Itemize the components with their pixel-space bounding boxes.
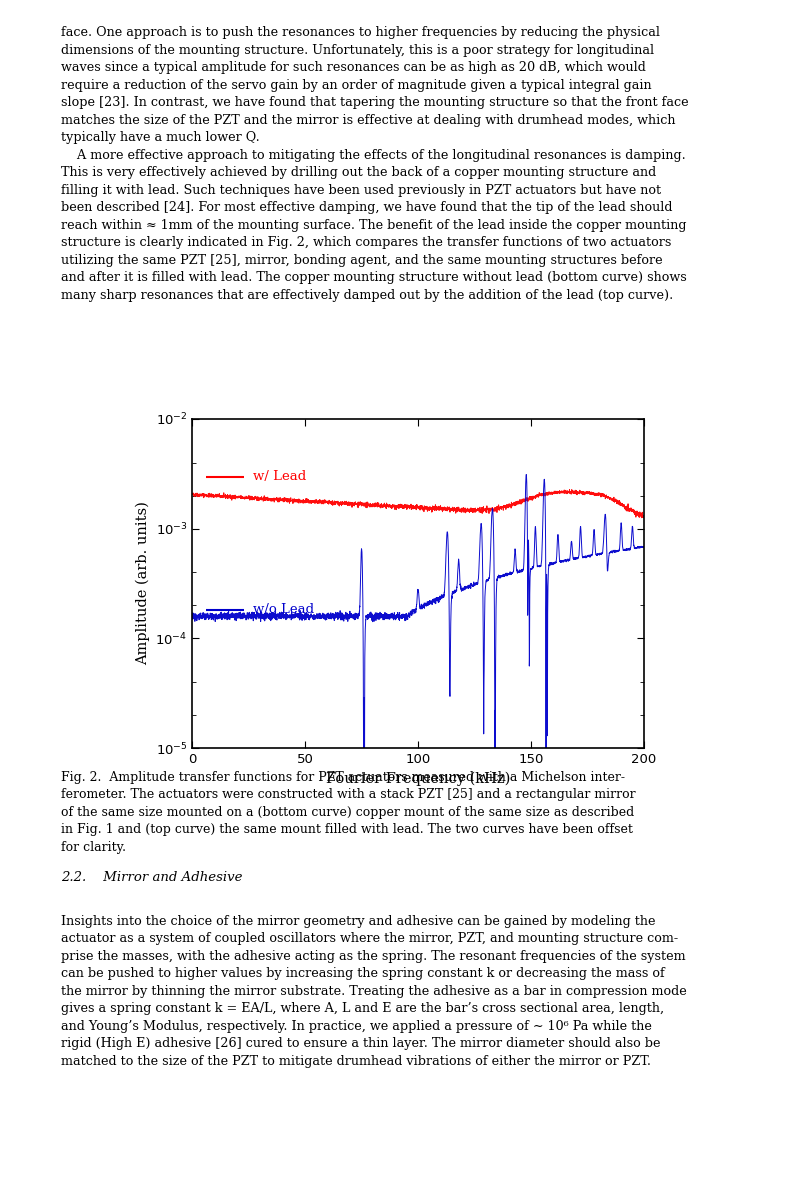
Y-axis label: Amplitude (arb. units): Amplitude (arb. units) [136, 502, 150, 666]
Text: face. One approach is to push the resonances to higher frequencies by reducing t: face. One approach is to push the resona… [61, 26, 689, 302]
X-axis label: Fourier Frequency (kHz): Fourier Frequency (kHz) [326, 772, 510, 786]
Text: 2.2.    Mirror and Adhesive: 2.2. Mirror and Adhesive [61, 871, 243, 885]
Text: Fig. 2.  Amplitude transfer functions for PZT actuators measured with a Michelso: Fig. 2. Amplitude transfer functions for… [61, 771, 636, 853]
Text: Insights into the choice of the mirror geometry and adhesive can be gained by mo: Insights into the choice of the mirror g… [61, 915, 687, 1068]
Text: w/ Lead: w/ Lead [254, 470, 306, 484]
Text: w/o Lead: w/o Lead [254, 603, 314, 616]
